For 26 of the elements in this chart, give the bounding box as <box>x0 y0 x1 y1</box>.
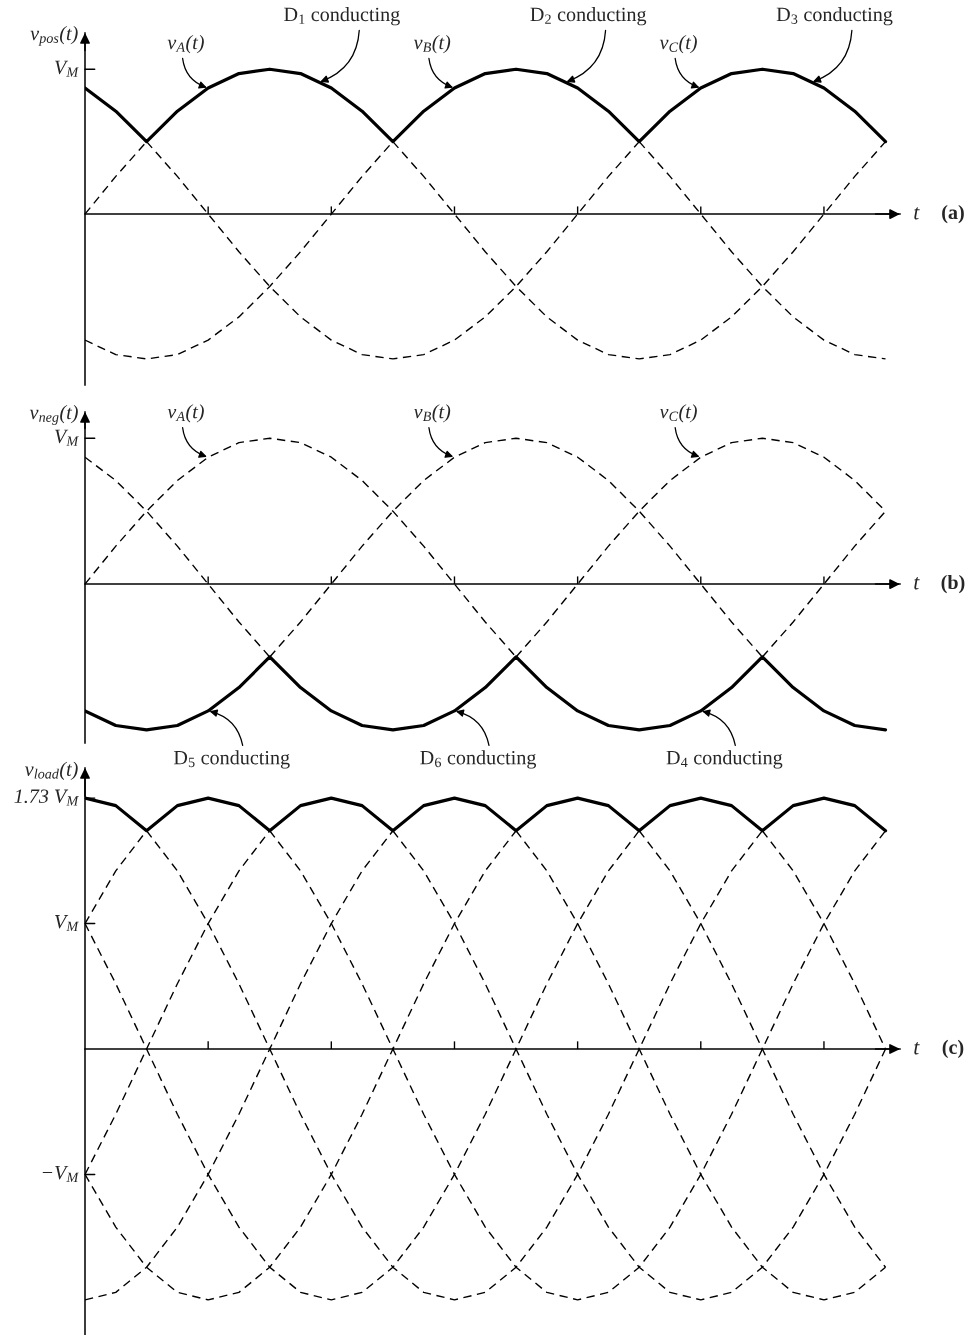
text: V$_{M}$ <box>55 429 79 446</box>
text: (a) <box>942 204 964 224</box>
text: 1.73 V$_{M}$ <box>14 789 79 806</box>
text: v$_{B}$(t) <box>413 35 451 54</box>
text: D$_{5}$ conducting <box>173 750 290 769</box>
text: v$_{C}$(t) <box>659 35 697 54</box>
y-axis-title: v$_{neg}$(t) <box>29 405 78 425</box>
text: D$_{2}$ conducting <box>530 7 647 26</box>
x-axis-title: t <box>914 1042 920 1055</box>
y-axis-title: v$_{pos}$(t) <box>30 26 78 46</box>
text: D$_{4}$ conducting <box>666 750 783 769</box>
text: V$_{M}$ <box>55 915 79 932</box>
y-axis-title: v$_{load}$(t) <box>24 761 78 780</box>
text: v$_{A}$(t) <box>167 404 204 423</box>
text: v$_{B}$(t) <box>413 404 451 423</box>
x-axis-title: t <box>914 577 920 590</box>
text: v$_{C}$(t) <box>659 404 697 423</box>
text: (b) <box>941 574 965 594</box>
text: D$_{6}$ conducting <box>420 750 537 769</box>
text: (c) <box>942 1039 964 1059</box>
text: D$_{1}$ conducting <box>284 7 400 26</box>
x-axis-title: t <box>914 207 920 220</box>
text: D$_{3}$ conducting <box>776 7 893 26</box>
text: −V$_{M}$ <box>42 1165 79 1182</box>
text: v$_{A}$(t) <box>167 35 204 54</box>
text: V$_{M}$ <box>55 60 79 77</box>
